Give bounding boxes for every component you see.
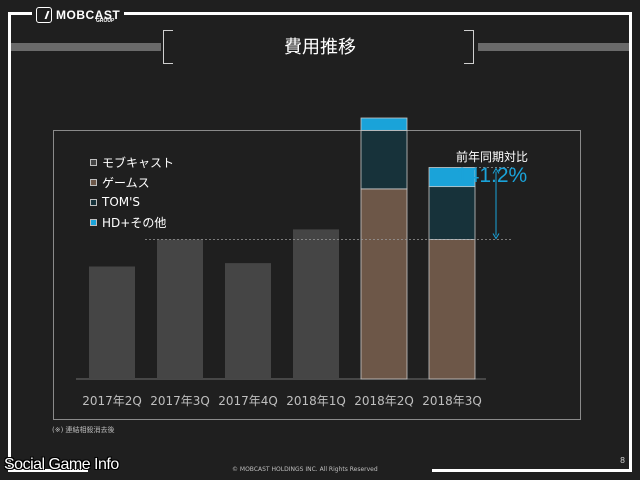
watermark: Social Game Info bbox=[4, 456, 119, 473]
bar-segment bbox=[225, 263, 271, 379]
arrow-head-up-icon bbox=[492, 167, 500, 174]
x-tick-label: 2017年4Q bbox=[218, 394, 278, 408]
legend-item: モブキャスト bbox=[90, 152, 174, 172]
frame-top-right bbox=[124, 12, 632, 15]
legend-swatch bbox=[90, 178, 97, 186]
legend-label: ゲームス bbox=[102, 175, 150, 190]
footnote: (※) 連結相殺消去後 bbox=[52, 426, 115, 434]
title-bracket-right bbox=[464, 30, 474, 64]
logo-text: MOBCAST bbox=[56, 8, 121, 22]
logo-mark-icon bbox=[36, 7, 52, 23]
frame-top-left bbox=[8, 12, 32, 15]
legend-swatch bbox=[90, 218, 97, 226]
logo-subtext: GROUP bbox=[96, 18, 115, 24]
legend-item: HD+その他 bbox=[90, 212, 174, 232]
comparison-value: 141.2% bbox=[456, 164, 528, 187]
bar-segment bbox=[360, 188, 408, 380]
copyright: © MOBCAST HOLDINGS INC. All Rights Reser… bbox=[232, 466, 378, 473]
legend-swatch bbox=[90, 158, 97, 166]
comparison-label: 前年同期対比 bbox=[456, 150, 529, 164]
page-number: 8 bbox=[620, 456, 626, 465]
title-bar-right bbox=[478, 43, 629, 51]
legend-item: TOM'S bbox=[90, 192, 174, 212]
bar-segment bbox=[428, 186, 476, 240]
x-tick-label: 2018年1Q bbox=[286, 394, 346, 408]
bar-segment bbox=[157, 239, 203, 379]
title-bracket-left bbox=[163, 30, 173, 64]
arrow-head-down-icon bbox=[492, 233, 500, 240]
frame-bottom-right bbox=[432, 469, 632, 472]
title-bar-left bbox=[11, 43, 161, 51]
legend-swatch bbox=[90, 198, 97, 206]
x-tick-label: 2017年3Q bbox=[150, 394, 210, 408]
frame-bottom-left bbox=[8, 469, 88, 472]
x-tick-label: 2018年2Q bbox=[354, 394, 414, 408]
legend-label: HD+その他 bbox=[102, 215, 167, 230]
chart-frame bbox=[53, 130, 581, 420]
x-tick-label: 2017年2Q bbox=[82, 394, 142, 408]
bar-segment bbox=[89, 266, 135, 379]
x-tick-label: 2018年3Q bbox=[422, 394, 482, 408]
legend-item: ゲームス bbox=[90, 172, 174, 192]
company-logo: MOBCAST bbox=[36, 4, 120, 26]
frame-left bbox=[8, 12, 11, 472]
legend-label: モブキャスト bbox=[102, 155, 175, 170]
bar-segment bbox=[293, 229, 339, 379]
bar-segment bbox=[360, 117, 408, 131]
frame-right bbox=[629, 12, 632, 472]
bar-segment bbox=[360, 129, 408, 190]
bar-segment bbox=[428, 239, 476, 380]
legend-label: TOM'S bbox=[102, 195, 141, 209]
bar-segment bbox=[428, 167, 476, 188]
chart-legend: モブキャスト ゲームス TOM'S HD+その他 bbox=[90, 152, 174, 232]
page-title: 費用推移 bbox=[284, 37, 356, 58]
